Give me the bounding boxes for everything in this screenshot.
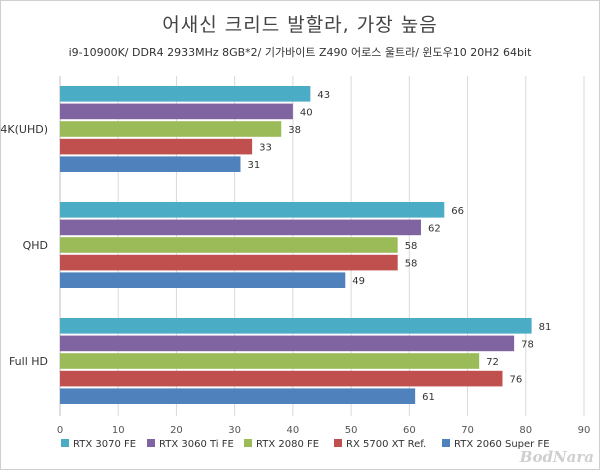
bar-value-label: 58 — [405, 241, 418, 252]
chart-title: 어새신 크리드 발할라, 가장 높음 — [162, 14, 438, 36]
bar-value-label: 72 — [486, 357, 499, 368]
x-tick-label: 70 — [461, 425, 474, 436]
x-tick-label: 20 — [170, 425, 183, 436]
bar — [60, 254, 398, 271]
legend-label: RTX 2060 Super FE — [454, 439, 550, 450]
legend-label: RX 5700 XT Ref. — [346, 439, 426, 450]
bar — [60, 335, 515, 352]
legend-label: RTX 2080 FE — [256, 439, 319, 450]
category-label: Full HD — [9, 355, 48, 368]
x-tick-label: 60 — [403, 425, 416, 436]
bar-value-label: 43 — [317, 90, 330, 101]
bar — [60, 156, 241, 172]
x-tick-label: 30 — [228, 425, 241, 436]
legend-swatch — [147, 439, 155, 447]
bar — [60, 219, 421, 236]
bar-value-label: 81 — [539, 322, 552, 333]
category-label: 4K(UHD) — [0, 123, 48, 136]
chart-subtitle: i9-10900K/ DDR4 2933MHz 8GB*2/ 기가바이트 Z49… — [68, 46, 532, 59]
bar — [60, 272, 346, 288]
bar — [60, 318, 532, 334]
category-label: QHD — [23, 239, 48, 252]
legend-swatch — [442, 439, 450, 447]
bar — [60, 237, 398, 253]
x-tick-label: 10 — [112, 425, 125, 436]
bar — [60, 86, 311, 102]
bar — [60, 202, 445, 218]
legend-swatch — [334, 439, 342, 447]
legend-label: RTX 3060 Ti FE — [159, 439, 234, 450]
bar — [60, 121, 282, 137]
bar-value-label: 76 — [509, 375, 522, 386]
x-tick-label: 90 — [578, 425, 591, 436]
bar-value-label: 40 — [300, 107, 313, 118]
bar — [60, 353, 480, 369]
bar — [60, 103, 293, 120]
bar-value-label: 31 — [247, 160, 260, 171]
x-tick-label: 50 — [345, 425, 358, 436]
bar-value-label: 61 — [422, 392, 435, 403]
x-tick-label: 0 — [57, 425, 63, 436]
bar — [60, 388, 416, 404]
bar — [60, 370, 503, 387]
bar-value-label: 33 — [259, 143, 272, 154]
watermark-logo: BodNara — [519, 448, 594, 466]
bar-value-label: 78 — [521, 339, 534, 350]
x-tick-label: 40 — [287, 425, 300, 436]
bar-value-label: 58 — [405, 259, 418, 270]
bar — [60, 138, 253, 155]
bar-value-label: 62 — [428, 223, 441, 234]
x-tick-label: 80 — [519, 425, 532, 436]
legend-label: RTX 3070 FE — [73, 439, 136, 450]
bar-value-label: 66 — [451, 206, 464, 217]
bar-value-label: 38 — [288, 125, 301, 136]
legend-swatch — [61, 439, 69, 447]
legend-swatch — [244, 439, 252, 447]
bar-value-label: 49 — [352, 276, 365, 287]
